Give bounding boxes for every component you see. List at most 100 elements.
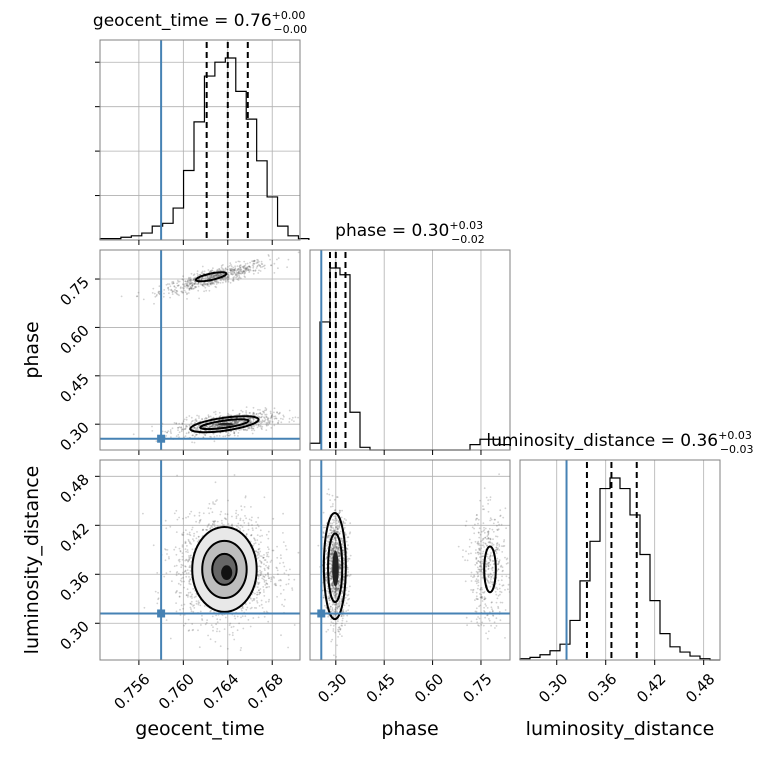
scatter-point	[336, 611, 338, 613]
scatter-point	[192, 548, 194, 550]
scatter-point	[229, 634, 231, 636]
scatter-point	[182, 546, 184, 548]
scatter-point	[264, 268, 266, 270]
scatter-point	[269, 259, 271, 261]
scatter-point	[258, 589, 260, 591]
scatter-point	[238, 268, 240, 270]
scatter-point	[199, 512, 201, 514]
scatter-point	[240, 649, 242, 651]
scatter-point	[504, 589, 506, 591]
scatter-point	[200, 611, 202, 613]
scatter-point	[245, 412, 247, 414]
scatter-point	[330, 522, 332, 524]
scatter-point	[487, 568, 489, 570]
scatter-point	[205, 418, 207, 420]
scatter-point	[258, 526, 260, 528]
scatter-point	[330, 578, 332, 580]
scatter-point	[249, 602, 251, 604]
scatter-point	[505, 507, 507, 509]
scatter-point	[287, 647, 289, 649]
scatter-point	[212, 501, 214, 503]
scatter-point	[179, 592, 181, 594]
scatter-point	[489, 620, 491, 622]
scatter-point	[182, 559, 184, 561]
scatter-point	[496, 552, 498, 554]
scatter-point	[186, 285, 188, 287]
scatter-point	[154, 293, 156, 295]
scatter-point	[235, 273, 237, 275]
scatter-point	[176, 611, 178, 613]
scatter-point	[285, 545, 287, 547]
scatter-point	[219, 268, 221, 270]
density-core	[221, 565, 232, 580]
scatter-point	[333, 515, 335, 517]
scatter-point	[215, 411, 217, 413]
histogram-luminosity-distance: luminosity_distance = 0.36+0.03−0.030.30…	[486, 429, 753, 706]
scatter-point	[330, 563, 332, 565]
scatter-point	[207, 285, 209, 287]
scatter-point	[276, 557, 278, 559]
scatter-point	[462, 556, 464, 558]
scatter-point	[231, 516, 233, 518]
scatter-point	[328, 494, 330, 496]
scatter-point	[191, 441, 193, 443]
scatter-point	[170, 285, 172, 287]
scatter-point	[497, 568, 499, 570]
scatter-point	[154, 296, 156, 298]
scatter-point	[232, 277, 234, 279]
scatter-point	[335, 544, 337, 546]
scatter-point	[198, 600, 200, 602]
scatter-point	[182, 556, 184, 558]
scatter-point	[229, 262, 231, 264]
scatter-point	[165, 527, 167, 529]
scatter-point	[250, 535, 252, 537]
scatter-point	[334, 546, 336, 548]
scatter-point	[192, 527, 194, 529]
scatter-point	[266, 534, 268, 536]
scatter-point	[209, 270, 211, 272]
scatter-point	[191, 594, 193, 596]
scatter-point	[279, 413, 281, 415]
scatter-point	[191, 417, 193, 419]
scatter-point	[260, 588, 262, 590]
scatter-point	[499, 559, 501, 561]
scatter-point	[167, 287, 169, 289]
y-tick-label: 0.48	[56, 470, 92, 506]
scatter-point	[341, 623, 343, 625]
scatter-point	[217, 521, 219, 523]
scatter-point	[257, 272, 259, 274]
scatter-point	[176, 435, 178, 437]
scatter-point	[188, 592, 190, 594]
scatter-point	[191, 623, 193, 625]
scatter-point	[260, 425, 262, 427]
scatter-point	[165, 520, 167, 522]
scatter-point	[339, 633, 341, 635]
scatter-point	[186, 432, 188, 434]
scatter-point	[475, 552, 477, 554]
scatter-point	[178, 559, 180, 561]
scatter-point	[277, 267, 279, 269]
scatter-point	[165, 559, 167, 561]
scatter-point	[280, 421, 282, 423]
scatter-point	[471, 572, 473, 574]
scatter-point	[183, 625, 185, 627]
scatter-point	[189, 280, 191, 282]
scatter-point	[202, 271, 204, 273]
scatter-point	[180, 287, 182, 289]
scatter-point	[343, 576, 345, 578]
scatter-point	[156, 294, 158, 296]
scatter-point	[220, 282, 222, 284]
scatter-point	[265, 574, 267, 576]
panel-background	[310, 250, 510, 450]
scatter-point	[250, 266, 252, 268]
scatter-point	[473, 528, 475, 530]
scatter-point	[245, 268, 247, 270]
histogram-geocent-time: geocent_time = 0.76+0.00−0.00	[93, 9, 309, 245]
scatter-point	[245, 495, 247, 497]
scatter-point	[249, 412, 251, 414]
scatter-point	[466, 520, 468, 522]
scatter-point	[317, 545, 319, 547]
scatter-point	[264, 576, 266, 578]
scatter-point	[239, 265, 241, 267]
scatter-point	[497, 598, 499, 600]
